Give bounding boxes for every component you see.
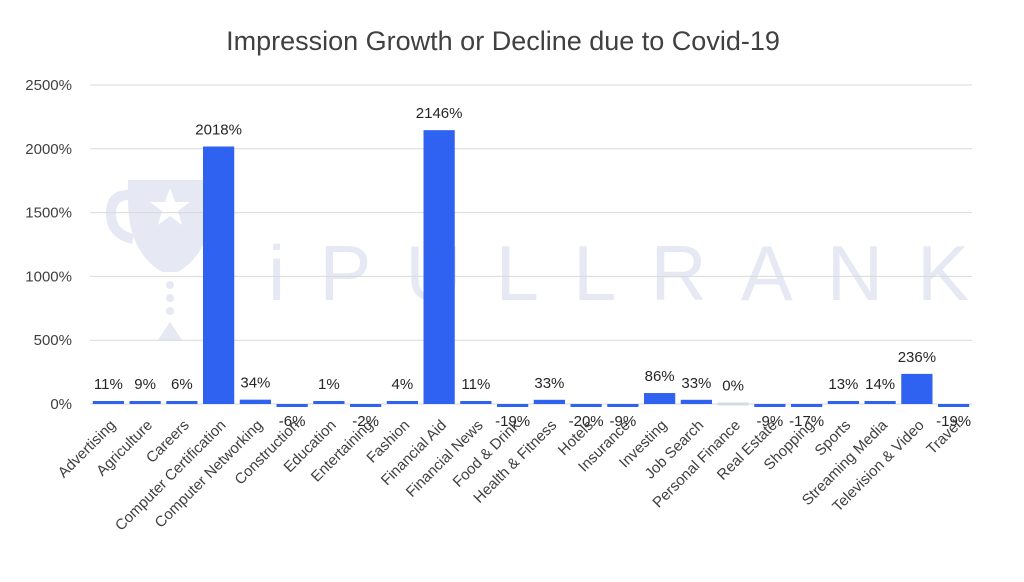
bar [791,404,823,407]
y-tick-label: 1000% [25,268,72,285]
data-label: 4% [392,376,414,393]
data-label: 33% [681,375,711,392]
bar [460,401,492,404]
data-label: -6% [279,413,306,430]
y-tick-label: 2000% [25,141,72,158]
bar [570,404,602,407]
data-label: 2018% [195,122,242,139]
bar [129,401,161,404]
data-label: -19% [936,413,971,430]
data-label: 2146% [416,105,463,122]
chart-title: Impression Growth or Decline due to Covi… [226,26,780,56]
data-label: -9% [757,413,784,430]
y-axis: 0% 500% 1000% 1500% 2000% 2500% [25,77,72,413]
data-label: 13% [828,376,858,393]
bar [607,404,639,407]
data-label: 11% [461,376,490,393]
bar [754,404,786,407]
bar [717,402,749,406]
bar [901,373,933,404]
y-tick-label: 0% [50,396,72,413]
data-label: 86% [645,368,675,385]
data-label: 1% [318,376,340,393]
bar [386,401,418,404]
data-label: -2% [352,413,379,430]
watermark: iPULLRANK [106,180,1003,340]
watermark-text: iPULLRANK [268,229,1003,317]
bar [92,401,124,404]
bar [864,401,896,404]
y-tick-label: 1500% [25,205,72,222]
data-label: 6% [171,376,193,393]
data-label: 0% [722,378,744,395]
bar [239,399,271,404]
bar [423,130,455,404]
bar [938,404,970,407]
bar [533,399,565,404]
data-label: 14% [865,376,895,393]
bars [92,130,970,407]
bar [313,401,345,404]
data-label: 9% [134,376,156,393]
y-tick-label: 2500% [25,77,72,94]
data-label: 34% [240,375,270,392]
bar [680,399,712,404]
data-label: -9% [610,413,637,430]
bar [203,146,235,404]
data-label: -19% [495,413,530,430]
bar [166,401,198,404]
bar [276,404,308,407]
bar [350,404,382,407]
data-label: -20% [569,413,604,430]
data-label: 33% [534,375,564,392]
data-label: 236% [898,349,936,366]
y-tick-label: 500% [34,332,72,349]
gridlines [90,84,972,405]
data-labels: 11% 9% 6% 2018% 34% -6% 1% -2% 4% 2146% 11% -19% 33%… [94,105,971,430]
bar [644,393,676,404]
data-label: 11% [94,376,123,393]
bar [827,401,859,404]
data-label: -17% [789,413,824,430]
bar [497,404,529,407]
